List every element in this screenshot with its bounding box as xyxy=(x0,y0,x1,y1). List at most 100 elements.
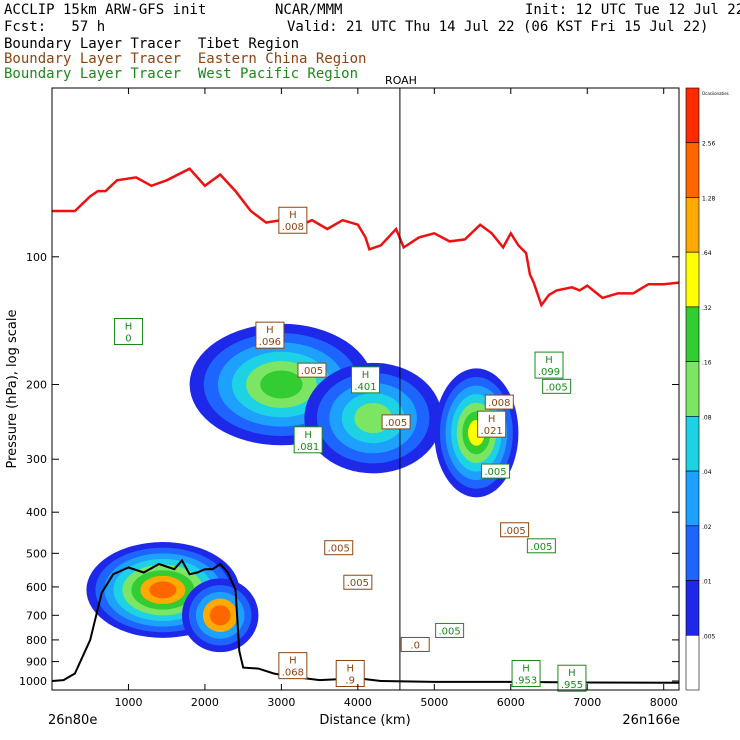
colorbar-label: .04 xyxy=(702,469,712,476)
contour-label-h: H xyxy=(304,430,312,441)
model-title: ACCLIP 15km ARW-GFS init xyxy=(4,2,207,18)
colorbar-swatch xyxy=(685,525,700,581)
contour-label-box xyxy=(435,622,465,638)
contour-label-value: .008 xyxy=(488,398,510,409)
contour-label-value: .005 xyxy=(438,626,460,637)
colorbar-swatch xyxy=(685,361,700,417)
colorbar-label: .08 xyxy=(702,414,712,421)
contour-label-box xyxy=(335,659,365,687)
y-tick-label: 900 xyxy=(26,656,47,669)
contour-label-box xyxy=(526,538,556,554)
x-tick-label: 4000 xyxy=(344,696,372,709)
contour-label-h: H xyxy=(488,414,496,425)
x-tick-label: 7000 xyxy=(573,696,601,709)
contour-label-h: H xyxy=(545,355,553,366)
contour-label: H.008 xyxy=(278,206,308,234)
contour-label: .005 xyxy=(542,378,572,394)
contour-label: .005 xyxy=(526,538,556,554)
contour-label-box xyxy=(500,522,530,538)
legend-eastern-china: Boundary Layer Tracer Eastern China Regi… xyxy=(4,51,367,67)
contour-label-box xyxy=(351,366,380,394)
contour-label-box xyxy=(484,394,514,410)
contour-label-h: H xyxy=(289,210,297,221)
contour-label-value: 0 xyxy=(125,334,131,345)
tropopause-line xyxy=(52,167,680,308)
colorbar-swatch xyxy=(685,634,700,691)
contour-label-h: H xyxy=(522,663,530,674)
tracer-fill-4-4 xyxy=(209,605,231,626)
colorbar-swatch xyxy=(685,470,700,527)
colorbar-label: 2.56 xyxy=(702,141,716,148)
contour-label-h: H xyxy=(362,370,370,381)
contour-label-box xyxy=(381,414,411,430)
x-tick-label: 2000 xyxy=(191,696,219,709)
contour-label-value: .953 xyxy=(515,675,537,686)
contour-label-h: H xyxy=(346,663,354,674)
center-label: NCAR/MMM xyxy=(275,2,343,18)
contour-label-value: .005 xyxy=(385,418,407,429)
contour-label-box xyxy=(534,351,564,379)
contour-label: .005 xyxy=(381,414,411,430)
x-tick-label: 6000 xyxy=(497,696,525,709)
contour-label-value: .005 xyxy=(546,382,568,393)
y-tick-label: 1000 xyxy=(19,675,47,688)
contour-label: H.9 xyxy=(335,659,365,687)
legend-tibet: Boundary Layer Tracer Tibet Region xyxy=(4,36,300,52)
colorbar-swatch xyxy=(685,306,700,362)
x-start-label: 26n80e xyxy=(48,713,97,728)
x-tick-label: 1000 xyxy=(114,696,142,709)
contour-label-box xyxy=(324,540,354,556)
contour-label-box xyxy=(480,463,510,479)
contour-label-value: .005 xyxy=(328,544,350,555)
y-tick-label: 500 xyxy=(26,547,47,560)
colorbar-swatch xyxy=(685,142,700,198)
contour-label: .005 xyxy=(297,362,327,378)
contour-label: .008 xyxy=(484,394,514,410)
contour-label-box xyxy=(400,636,430,652)
colorbar-swatch xyxy=(685,251,700,308)
x-end-label: 26n166e xyxy=(622,713,680,728)
contour-label: .0 xyxy=(400,636,430,652)
contour-label-box xyxy=(113,318,143,346)
contour-label-value: .005 xyxy=(347,578,369,589)
contour-label-value: .081 xyxy=(297,442,319,453)
contour-label-box xyxy=(297,362,327,378)
colorbar-swatch xyxy=(685,416,700,472)
contour-label-value: .068 xyxy=(282,668,304,679)
contour-label-h: H xyxy=(125,322,133,333)
x-tick-label: 5000 xyxy=(420,696,448,709)
contour-label: H.401 xyxy=(351,366,380,394)
contour-label-h: H xyxy=(266,325,274,336)
contour-label-box xyxy=(511,659,541,687)
y-tick-label: 800 xyxy=(26,634,47,647)
contour-label: H.068 xyxy=(278,652,308,680)
contour-label: H.953 xyxy=(511,659,541,687)
colorbar-label: .005 xyxy=(702,633,716,640)
valid-time: Valid: 21 UTC Thu 14 Jul 22 (06 KST Fri … xyxy=(287,19,709,35)
contour-label-value: .021 xyxy=(481,426,503,437)
contour-label: .005 xyxy=(500,522,530,538)
colorbar-label: Ocasiionaties xyxy=(702,91,729,96)
contour-label-value: .008 xyxy=(282,222,304,233)
colorbar-swatch xyxy=(685,197,700,253)
colorbar: .005 .01 .02 .04 .08 .16 .32 .64 1.28 2.56 Ocasiio… xyxy=(685,87,729,691)
y-tick-label: 600 xyxy=(26,581,47,594)
contour-label-value: .0 xyxy=(410,640,420,651)
contour-label: H.955 xyxy=(557,664,587,692)
contour-label-value: .099 xyxy=(538,367,560,378)
contour-label-box xyxy=(255,321,285,349)
contour-label: .005 xyxy=(480,463,510,479)
init-time: Init: 12 UTC Tue 12 Jul 22 xyxy=(525,2,740,18)
forecast-hour: Fcst: 57 h xyxy=(4,19,106,35)
y-tick-label: 300 xyxy=(26,453,47,466)
contour-label: .005 xyxy=(435,622,465,638)
colorbar-label: 1.28 xyxy=(702,195,716,202)
contour-label-box xyxy=(477,410,507,438)
y-tick-label: 200 xyxy=(26,379,47,392)
contour-label: H.096 xyxy=(255,321,285,349)
tracer-fill-0-5 xyxy=(260,370,303,399)
colorbar-label: .01 xyxy=(702,579,712,586)
colorbar-swatch xyxy=(685,580,700,636)
contour-label-box xyxy=(557,664,587,692)
